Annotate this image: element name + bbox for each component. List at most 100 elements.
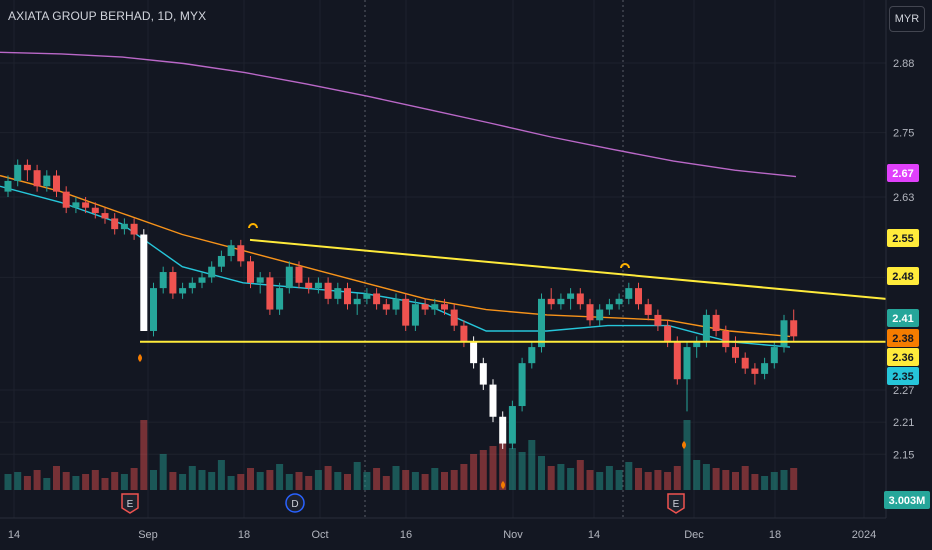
time-tick-label: Sep bbox=[138, 529, 158, 541]
volume-bar bbox=[62, 472, 70, 490]
candle-body bbox=[150, 288, 157, 331]
time-tick-label: 18 bbox=[769, 529, 781, 541]
volume-bar bbox=[712, 468, 720, 490]
candle-body bbox=[547, 298, 555, 305]
volume-bar bbox=[518, 452, 526, 490]
chart-title: AXIATA GROUP BERHAD, 1D, MYX bbox=[8, 9, 207, 23]
volume-bar bbox=[635, 468, 642, 490]
volume-bar bbox=[751, 474, 759, 490]
time-tick-label: Nov bbox=[503, 529, 523, 541]
ma-long-line bbox=[0, 51, 797, 178]
price-tick-label: 2.27 bbox=[893, 385, 914, 397]
volume-bar bbox=[664, 472, 672, 490]
candle-body bbox=[91, 207, 99, 214]
candle-body bbox=[159, 272, 167, 289]
candle-body bbox=[596, 309, 604, 321]
volume-bar bbox=[770, 472, 778, 490]
candle-body bbox=[43, 175, 51, 187]
volume-bar bbox=[741, 466, 749, 490]
price-badge-label: 2.55 bbox=[892, 233, 913, 245]
candle-body bbox=[120, 223, 128, 230]
candle-body bbox=[499, 416, 507, 444]
volume-bar bbox=[334, 472, 342, 490]
candle-body bbox=[654, 314, 662, 326]
price-badge-label: 2.41 bbox=[892, 313, 913, 325]
volume-bar bbox=[188, 466, 196, 490]
dividend-marker[interactable]: D bbox=[285, 493, 305, 513]
volume-bar bbox=[499, 442, 507, 490]
candle-body bbox=[353, 298, 361, 305]
candle-body bbox=[693, 341, 701, 348]
candle-body bbox=[140, 234, 148, 331]
price-badge bbox=[887, 309, 919, 327]
volume-bar bbox=[344, 474, 351, 490]
candle-body bbox=[285, 266, 293, 289]
volume-bar bbox=[140, 420, 148, 490]
candle-body bbox=[683, 347, 691, 380]
volume-bar bbox=[227, 476, 235, 490]
volume-bar bbox=[392, 466, 400, 490]
price-badge-label: 2.35 bbox=[892, 371, 913, 383]
volume-bar bbox=[460, 464, 468, 490]
earnings-marker[interactable]: E bbox=[121, 493, 139, 514]
time-tick-label: 18 bbox=[238, 529, 250, 541]
volume-bar bbox=[411, 472, 419, 490]
volume-bar bbox=[421, 474, 429, 490]
candle-body bbox=[780, 320, 788, 348]
time-tick-label: 2024 bbox=[852, 529, 876, 541]
flame-icon bbox=[682, 441, 686, 449]
candle-body bbox=[567, 293, 575, 299]
candle-body bbox=[33, 170, 41, 187]
volume-bar bbox=[402, 470, 410, 490]
volume-bar bbox=[605, 466, 613, 490]
candle-body bbox=[722, 331, 730, 348]
earnings-marker[interactable]: E bbox=[667, 493, 685, 514]
price-tick-label: 2.15 bbox=[893, 449, 914, 461]
volume-bar bbox=[363, 472, 371, 490]
price-badge bbox=[887, 329, 919, 347]
candle-body bbox=[790, 320, 798, 337]
time-tick-label: Dec bbox=[684, 529, 704, 541]
price-tick-label: 2.63 bbox=[893, 192, 914, 204]
volume-bar bbox=[256, 472, 264, 490]
candle-body bbox=[314, 282, 322, 289]
volume-bar bbox=[683, 420, 691, 490]
candle-body bbox=[344, 288, 351, 305]
volume-bar bbox=[615, 470, 623, 490]
earnings-icon bbox=[667, 493, 685, 514]
candle-body bbox=[479, 363, 487, 385]
price-badge bbox=[887, 267, 919, 285]
drawn-lines[interactable] bbox=[140, 238, 887, 343]
volume-bar bbox=[237, 474, 245, 490]
volume-bar bbox=[305, 476, 313, 490]
candle-body bbox=[421, 304, 429, 310]
volume-bar bbox=[722, 470, 730, 490]
candle-body bbox=[382, 304, 390, 310]
candle-body bbox=[305, 282, 313, 289]
volume-bar bbox=[324, 466, 332, 490]
currency-button[interactable]: MYR bbox=[889, 6, 925, 32]
volume-bar bbox=[790, 468, 798, 490]
volume-bars bbox=[4, 420, 798, 490]
candle-body bbox=[227, 245, 235, 256]
volume-bar bbox=[450, 470, 458, 490]
price-badge-label: 2.38 bbox=[892, 333, 913, 345]
volume-bar bbox=[780, 470, 788, 490]
candle-body bbox=[373, 293, 381, 305]
volume-bar bbox=[208, 472, 216, 490]
candle-body bbox=[256, 277, 264, 283]
volume-bar bbox=[23, 476, 31, 490]
candle-body bbox=[741, 357, 749, 369]
candle-body bbox=[605, 304, 613, 310]
price-badge-label: 2.67 bbox=[892, 168, 913, 180]
candle-body bbox=[23, 164, 31, 171]
volume-bar bbox=[489, 446, 497, 490]
descending-trendline bbox=[249, 238, 887, 300]
candle-body bbox=[198, 277, 206, 283]
volume-bar bbox=[382, 476, 390, 490]
volume-bar bbox=[159, 454, 167, 490]
volume-bar bbox=[761, 476, 769, 490]
candle-body bbox=[363, 293, 371, 299]
